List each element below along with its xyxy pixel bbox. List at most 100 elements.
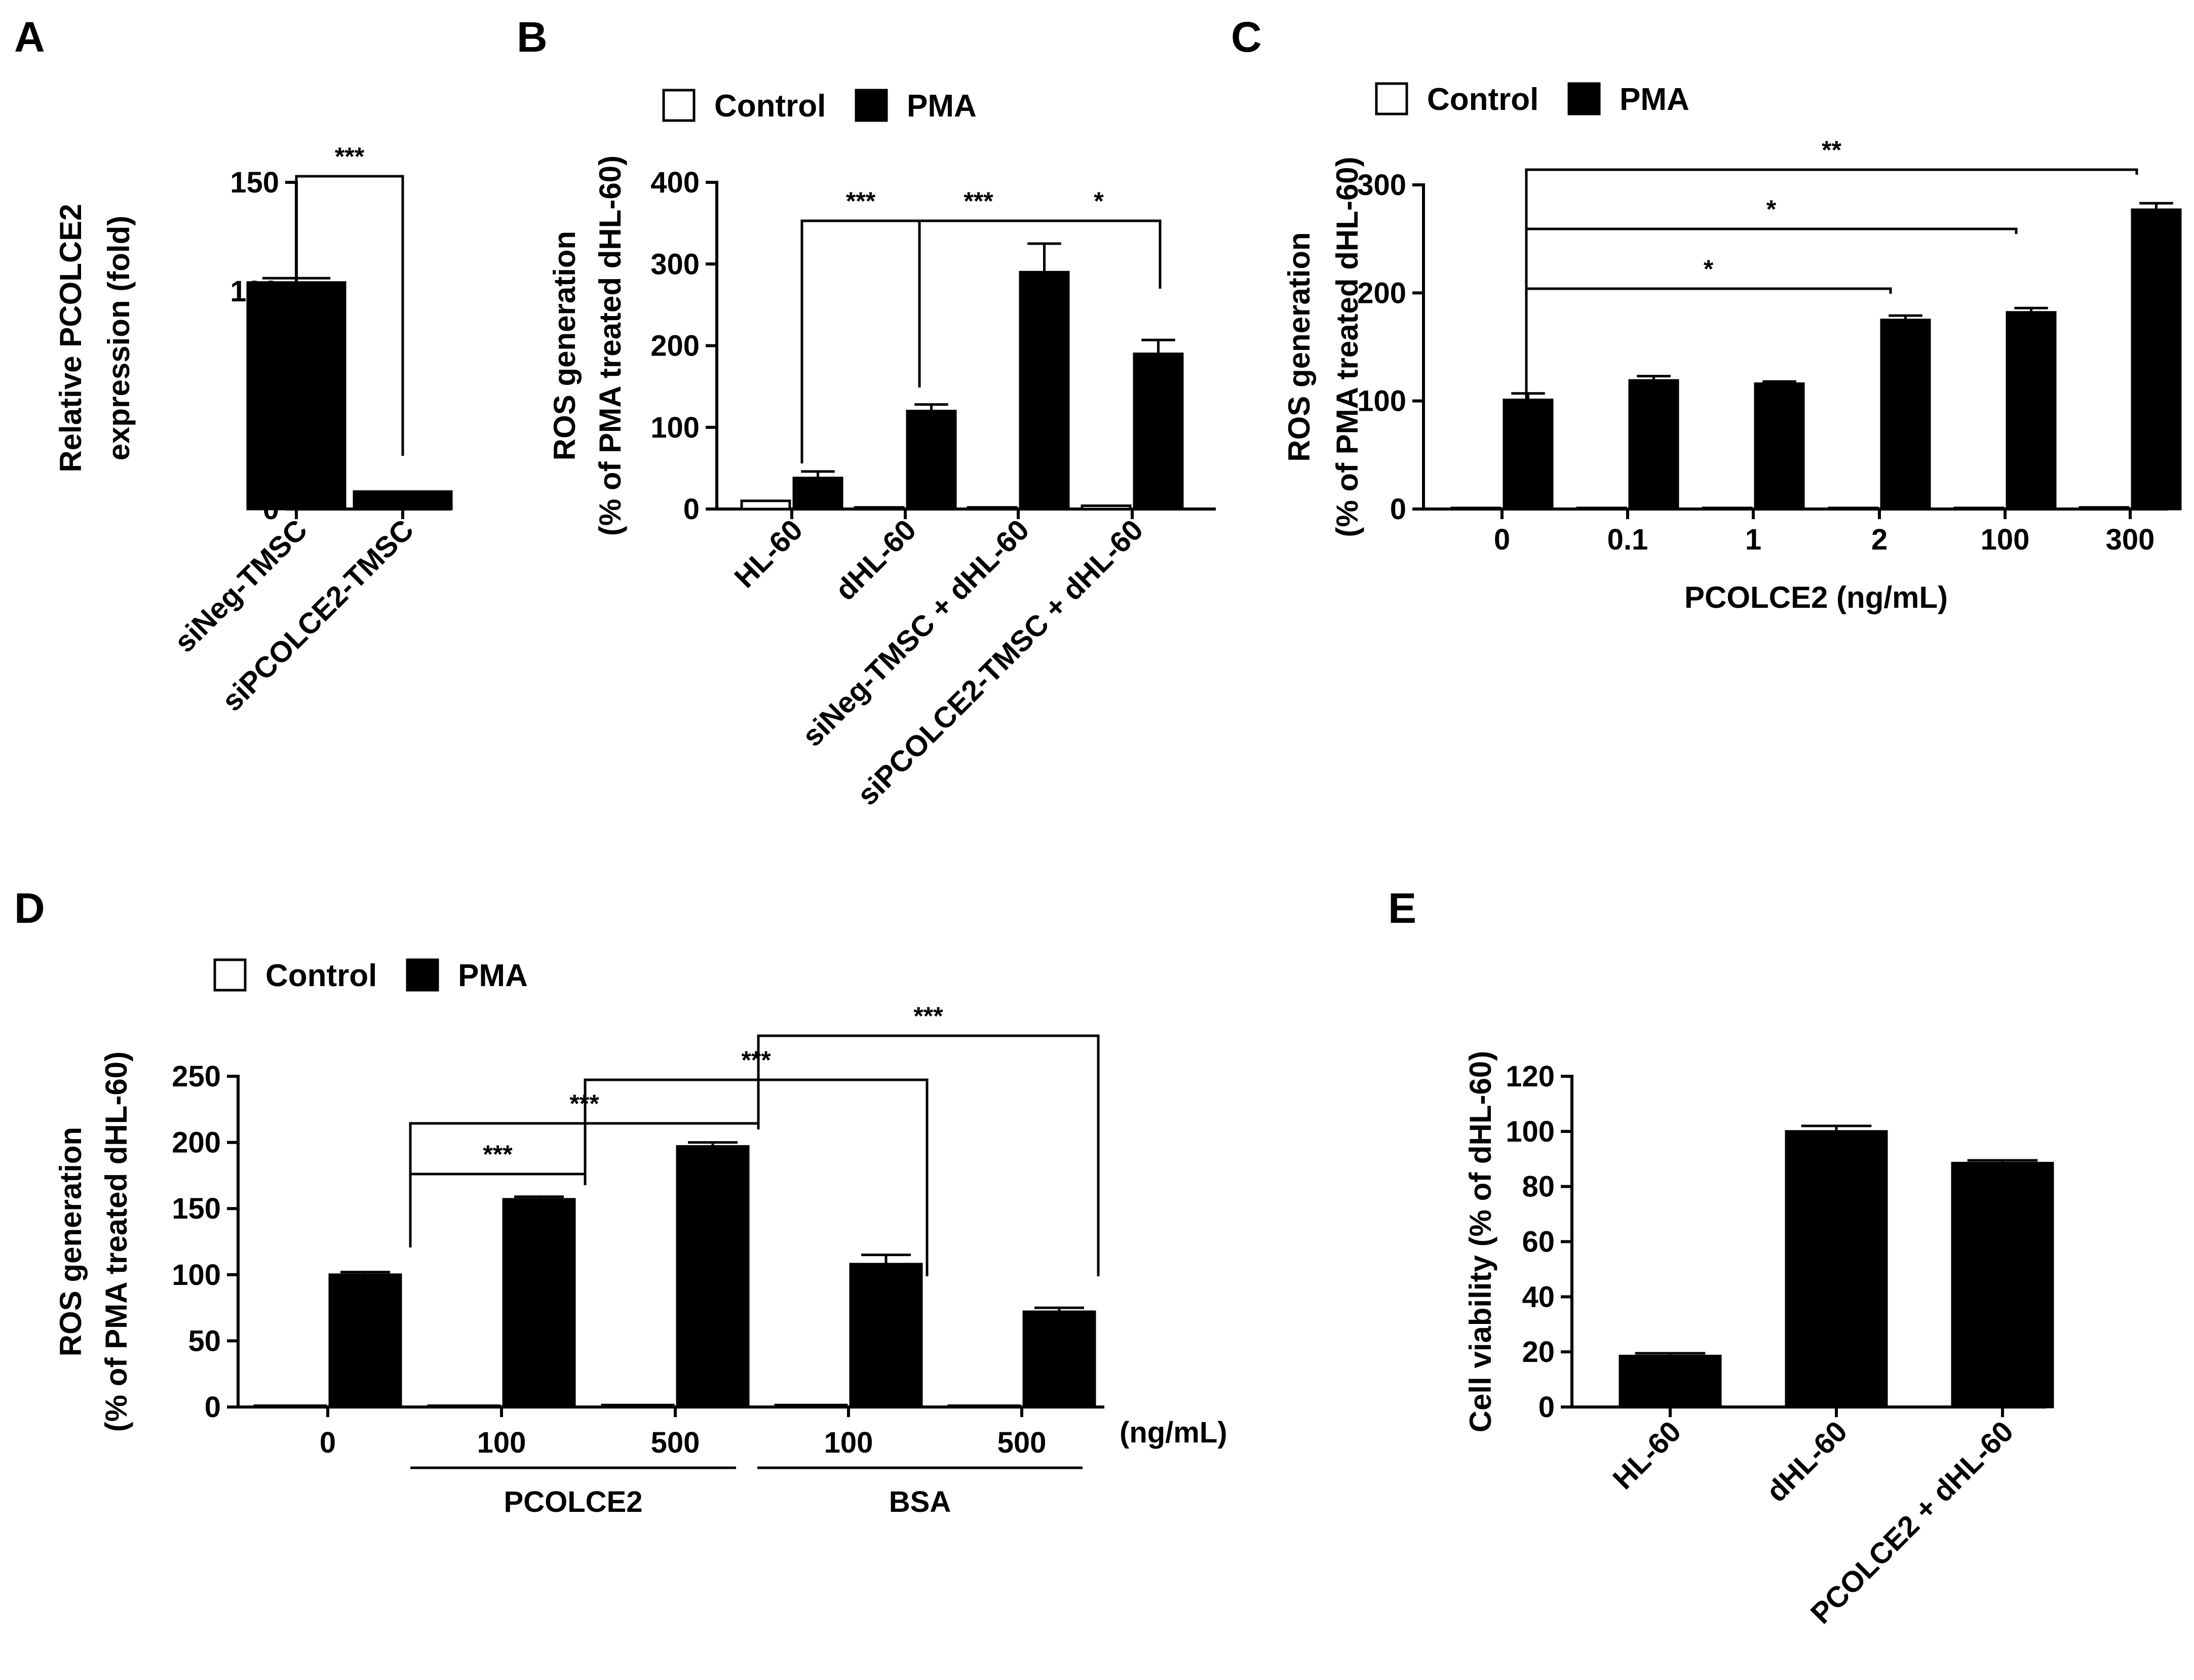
bar-pma — [2006, 311, 2057, 511]
significance-label: * — [1094, 187, 1104, 215]
x-tick-label: 300 — [2106, 523, 2155, 556]
significance-label: *** — [741, 1046, 771, 1074]
y-axis-title-line1: ROS generation — [548, 231, 582, 460]
legend-label-control: Control — [714, 89, 826, 124]
significance-bracket — [584, 1078, 929, 1276]
bar-control — [1450, 506, 1502, 511]
bar-control — [1828, 506, 1879, 511]
y-axis-title-line2: (% of PMA treated dHL-60) — [1330, 157, 1364, 537]
legend-label-pma: PMA — [458, 958, 528, 993]
y-tick-label: 60 — [1522, 1226, 1555, 1259]
x-tick-label: 2 — [1871, 523, 1888, 556]
x-tick-label: 0 — [320, 1426, 336, 1459]
legend-swatch-control — [213, 958, 247, 992]
bar-control — [601, 1403, 675, 1409]
y-tick-label: 100 — [1357, 385, 1406, 418]
y-tick-label: 100 — [650, 411, 700, 444]
significance-label: *** — [964, 187, 993, 215]
bar-pma — [792, 477, 843, 511]
bar-control — [1576, 506, 1627, 511]
y-tick-label: 20 — [1522, 1336, 1555, 1369]
group-label: BSA — [889, 1486, 951, 1518]
bar-control — [2078, 506, 2130, 511]
y-tick-label: 150 — [230, 166, 279, 199]
legend-swatch-control — [662, 89, 696, 122]
bar-pma — [1019, 270, 1070, 511]
x-tick-label: siNeg-TMSC + dHL-60 — [796, 513, 1035, 753]
bar-pma — [1133, 353, 1184, 511]
bar-control — [947, 1404, 1021, 1409]
significance-label: * — [1766, 195, 1777, 223]
bar-control — [1702, 506, 1753, 511]
unit-label: (ng/mL) — [1120, 1416, 1227, 1449]
y-tick-label: 200 — [172, 1126, 221, 1159]
y-axis-title-line1: ROS generation — [54, 1127, 88, 1356]
y-axis-title-line1: Relative PCOLCE2 — [54, 204, 88, 472]
x-tick-label: 100 — [477, 1426, 526, 1459]
bar-value — [1619, 1354, 1722, 1409]
significance-bracket — [1525, 227, 2018, 403]
y-tick-label: 100 — [172, 1259, 221, 1292]
bar-value — [353, 490, 453, 511]
bar-control — [967, 506, 1018, 511]
significance-label: *** — [913, 1002, 943, 1030]
y-axis-title-line1: ROS generation — [1282, 232, 1316, 461]
y-tick-label: 0 — [1390, 493, 1406, 526]
x-tick-label: HL-60 — [728, 513, 809, 594]
significance-bracket — [918, 219, 1037, 387]
legend-swatch-pma — [855, 89, 888, 122]
significance-label: *** — [483, 1140, 513, 1168]
x-tick-label: dHL-60 — [829, 513, 922, 607]
bar-value — [246, 281, 347, 511]
y-axis-title-line2: (% of PMA treated dHL-60) — [99, 1051, 133, 1432]
bar-value — [1951, 1161, 2054, 1409]
y-tick-label: 150 — [172, 1192, 221, 1225]
bar-pma — [2131, 208, 2182, 511]
bar-pma — [1503, 399, 1554, 511]
bar-pma — [328, 1273, 402, 1409]
x-tick-label: 1 — [1745, 523, 1761, 556]
legend-label-pma: PMA — [1620, 82, 1689, 117]
bar-pma — [1754, 382, 1805, 511]
bar-value — [1785, 1130, 1888, 1409]
panel-letter-c: C — [1231, 13, 1262, 61]
bar-pma — [849, 1263, 923, 1409]
legend-label-control: Control — [1427, 82, 1538, 117]
x-tick-label: 100 — [824, 1426, 873, 1459]
significance-bracket — [1525, 168, 2138, 403]
x-tick-label: 500 — [997, 1426, 1047, 1459]
y-axis-title-line2: expression (fold) — [102, 216, 136, 460]
significance-bracket — [1037, 219, 1162, 289]
significance-label: ** — [1822, 136, 1841, 164]
y-tick-label: 120 — [1506, 1060, 1555, 1093]
bar-pma — [502, 1198, 576, 1409]
bar-control — [854, 506, 905, 511]
x-tick-label: 0.1 — [1607, 523, 1648, 556]
y-tick-label: 250 — [172, 1060, 221, 1093]
legend-swatch-pma — [1567, 82, 1601, 115]
panel-letter-b: B — [517, 13, 548, 61]
significance-label: *** — [846, 187, 876, 215]
bar-pma — [1628, 379, 1679, 511]
y-tick-label: 80 — [1522, 1170, 1555, 1203]
significance-bracket — [757, 1034, 1100, 1276]
y-tick-label: 300 — [1357, 169, 1406, 202]
legend-swatch-control — [1375, 82, 1408, 115]
y-axis-title-line2: (% of PMA treated dHL-60) — [593, 155, 627, 536]
panel-letter-e: E — [1388, 884, 1416, 932]
bar-control — [1081, 504, 1132, 511]
y-tick-label: 300 — [650, 248, 700, 281]
bar-pma — [906, 410, 957, 511]
significance-bracket — [1525, 287, 1892, 403]
bar-pma — [1022, 1310, 1096, 1409]
significance-label: *** — [335, 142, 365, 171]
bar-pma — [1880, 319, 1931, 511]
y-tick-label: 40 — [1522, 1280, 1555, 1313]
x-tick-label: 100 — [1981, 523, 2030, 556]
x-tick-label: HL-60 — [1606, 1415, 1687, 1496]
panel-letter-a: A — [14, 13, 45, 61]
y-tick-label: 200 — [1357, 277, 1406, 309]
bar-control — [1953, 506, 2005, 511]
group-label: PCOLCE2 — [504, 1486, 643, 1518]
